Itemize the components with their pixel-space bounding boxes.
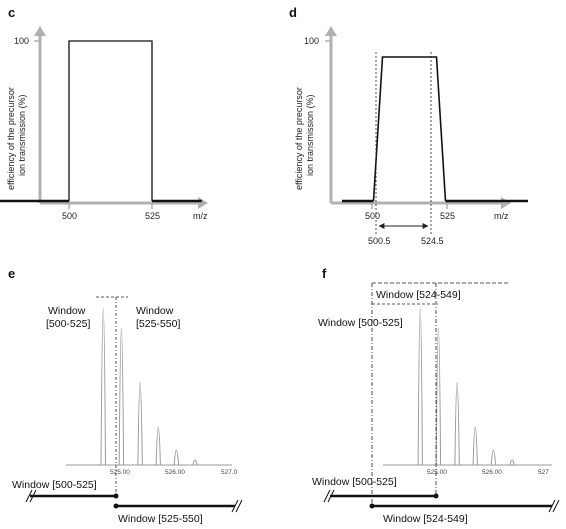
d-y-axis-arrow bbox=[325, 26, 337, 36]
e-break-left bbox=[25, 489, 37, 503]
f-window-mid: Window [500-525] bbox=[318, 317, 403, 329]
e-window-right-line2: [525-550] bbox=[136, 318, 180, 330]
panel-letter-c: c bbox=[8, 5, 15, 20]
f-peak-1 bbox=[417, 308, 423, 466]
c-xlabel: m/z bbox=[193, 211, 208, 221]
c-xtick-525: 525 bbox=[145, 211, 160, 221]
e-bar-node-2 bbox=[113, 503, 119, 509]
f-xtick-525: 525.00 bbox=[427, 469, 447, 476]
panel-f: f 525.00 526.00 527 Window [524-549] Win… bbox=[312, 266, 560, 525]
panel-c: c 100 efficiency of the precursor ion tr… bbox=[0, 5, 208, 221]
f-window-top: Window [524-549] bbox=[376, 289, 461, 301]
panel-e: e 525.00 526.00 527.0 Window [500-525] W… bbox=[8, 266, 243, 525]
c-y-axis-arrow bbox=[34, 26, 46, 36]
c-ytick-100: 100 bbox=[14, 36, 29, 46]
c-ylabel-line2: ion transmission (%) bbox=[17, 94, 27, 176]
f-window-bottom-left: Window [500-525] bbox=[312, 476, 397, 488]
d-range-right-label: 524.5 bbox=[421, 236, 444, 246]
e-peak-3 bbox=[137, 382, 143, 466]
e-peak-2 bbox=[118, 327, 125, 466]
panel-letter-e: e bbox=[8, 266, 15, 281]
e-x-ticks: 525.00 526.00 527.0 bbox=[110, 469, 238, 476]
e-window-bottom-right: Window [525-550] bbox=[118, 513, 203, 525]
e-peak-1 bbox=[100, 308, 106, 466]
f-break-right bbox=[548, 499, 560, 513]
e-window-right-line1: Window bbox=[136, 305, 174, 317]
f-peak-2 bbox=[435, 327, 442, 466]
f-peak-3 bbox=[454, 382, 460, 466]
e-window-left-line1: Window bbox=[48, 305, 86, 317]
e-peak-5 bbox=[173, 449, 180, 466]
e-bar-node-1 bbox=[113, 493, 119, 499]
d-xtick-500: 500 bbox=[365, 211, 380, 221]
f-peak-5 bbox=[490, 449, 497, 466]
e-peak-6 bbox=[192, 459, 198, 466]
d-ylabel-line2: ion transmission (%) bbox=[305, 94, 315, 176]
f-bar-node-2 bbox=[369, 503, 375, 509]
d-range-left-label: 500.5 bbox=[368, 236, 391, 246]
panel-letter-f: f bbox=[322, 266, 327, 281]
c-ylabel-line1: efficiency of the precursor bbox=[6, 87, 16, 190]
d-xlabel: m/z bbox=[494, 211, 509, 221]
e-window-bottom-left: Window [500-525] bbox=[12, 479, 97, 491]
f-xtick-527: 527 bbox=[538, 469, 549, 476]
c-transmission-line bbox=[68, 40, 153, 201]
e-break-right bbox=[231, 499, 243, 513]
e-xtick-526: 526.00 bbox=[165, 469, 185, 476]
panel-d: d 100 efficiency of the precursor ion tr… bbox=[289, 5, 528, 246]
f-peak-4 bbox=[472, 426, 478, 466]
e-xtick-525: 525.00 bbox=[110, 469, 130, 476]
d-ylabel-line1: efficiency of the precursor bbox=[294, 87, 304, 190]
e-xtick-527: 527.0 bbox=[221, 469, 238, 476]
e-peaks bbox=[100, 308, 198, 466]
f-x-ticks: 525.00 526.00 527 bbox=[427, 469, 549, 476]
f-peaks bbox=[417, 308, 515, 466]
e-peak-4 bbox=[155, 426, 161, 466]
f-window-bottom-right: Window [524-549] bbox=[383, 513, 468, 525]
c-xtick-500: 500 bbox=[62, 211, 77, 221]
f-peak-6 bbox=[509, 459, 515, 466]
d-x-axis-arrow bbox=[501, 197, 511, 209]
c-x-axis-arrow bbox=[198, 197, 208, 209]
f-xtick-526: 526.00 bbox=[482, 469, 502, 476]
d-transmission-line bbox=[372, 56, 447, 202]
panel-letter-d: d bbox=[289, 5, 297, 20]
e-window-left-line2: [500-525] bbox=[46, 318, 90, 330]
f-bar-node-1 bbox=[433, 493, 439, 499]
d-xtick-525: 525 bbox=[440, 211, 455, 221]
d-ytick-100: 100 bbox=[304, 36, 319, 46]
f-break-left bbox=[323, 489, 335, 503]
